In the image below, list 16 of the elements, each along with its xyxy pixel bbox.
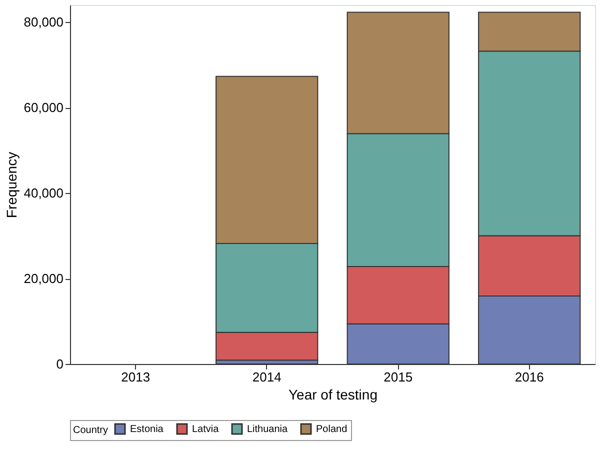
x-axis-title: Year of testing [288, 386, 378, 402]
legend-label: Latvia [192, 424, 220, 435]
y-tick-label: 0 [56, 356, 64, 372]
y-tick-label: 60,000 [24, 100, 64, 116]
y-tick-label: 40,000 [24, 186, 64, 201]
x-tick-label: 2015 [384, 370, 413, 384]
x-tick-label: 2013 [121, 370, 150, 384]
x-tick-label: 2016 [514, 370, 544, 384]
y-axis-title: Frequency [4, 152, 20, 218]
legend-label: Estonia [130, 424, 164, 435]
legend-title: Country [73, 425, 108, 436]
legend-label: Lithuania [247, 424, 288, 435]
legend-label: Poland [316, 424, 348, 435]
y-tick-label: 20,000 [24, 271, 64, 286]
x-tick-label: 2014 [252, 370, 282, 384]
y-tick-label: 80,000 [24, 14, 64, 30]
